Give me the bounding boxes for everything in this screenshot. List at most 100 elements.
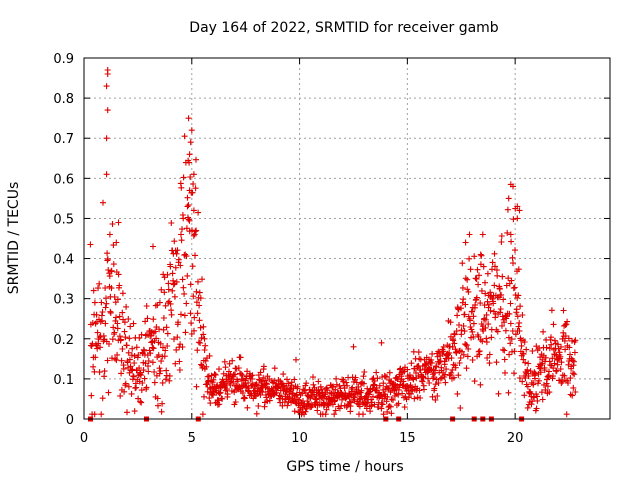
data-point xyxy=(294,383,301,390)
data-point xyxy=(330,383,337,390)
data-point xyxy=(478,287,485,294)
data-point xyxy=(476,348,483,355)
data-point xyxy=(543,344,550,351)
data-point xyxy=(150,316,157,323)
data-point xyxy=(428,360,435,367)
data-point xyxy=(344,382,351,389)
data-point xyxy=(450,374,457,381)
data-point xyxy=(497,309,504,316)
data-point xyxy=(513,306,520,313)
data-point xyxy=(378,400,385,407)
data-point xyxy=(137,370,143,377)
data-point xyxy=(100,199,106,206)
data-point xyxy=(432,396,439,403)
data-point xyxy=(195,278,201,285)
data-point xyxy=(191,314,198,321)
data-point xyxy=(464,353,471,360)
data-point xyxy=(569,392,576,399)
data-point xyxy=(548,341,555,348)
data-point xyxy=(156,365,163,372)
data-point xyxy=(125,316,132,322)
data-point xyxy=(511,284,518,291)
data-point xyxy=(515,266,522,273)
data-point xyxy=(380,411,387,418)
data-point xyxy=(239,372,246,379)
data-point xyxy=(219,395,226,402)
data-point xyxy=(185,216,192,223)
data-point xyxy=(126,356,133,363)
data-point xyxy=(273,389,280,396)
data-point xyxy=(222,364,229,371)
data-point xyxy=(563,321,570,328)
data-point xyxy=(116,313,123,320)
data-point xyxy=(384,394,391,400)
data-point xyxy=(533,405,540,412)
data-point xyxy=(546,345,553,352)
data-point xyxy=(106,341,112,347)
data-point xyxy=(504,229,511,236)
data-point xyxy=(173,346,180,353)
data-point xyxy=(395,400,402,407)
data-point xyxy=(384,408,391,415)
data-point xyxy=(501,356,508,363)
data-point xyxy=(490,300,497,307)
data-point xyxy=(216,390,223,397)
data-point xyxy=(184,272,191,279)
data-point xyxy=(171,293,178,300)
data-point xyxy=(515,292,522,299)
data-point xyxy=(174,247,181,254)
data-point xyxy=(310,374,316,381)
data-point xyxy=(462,275,469,282)
data-point xyxy=(254,382,260,389)
data-point xyxy=(560,307,567,314)
data-point xyxy=(133,384,140,391)
data-point xyxy=(187,139,194,146)
data-point xyxy=(180,174,187,181)
data-point xyxy=(473,276,480,282)
data-point xyxy=(271,365,278,372)
data-point xyxy=(122,334,129,341)
data-point xyxy=(178,231,184,238)
data-point xyxy=(452,364,459,371)
data-point xyxy=(178,237,185,244)
data-point xyxy=(216,401,223,408)
data-point xyxy=(426,380,433,386)
data-point xyxy=(544,383,551,390)
data-point xyxy=(292,399,299,406)
data-point xyxy=(186,159,193,166)
data-point xyxy=(476,272,482,279)
data-point xyxy=(199,276,205,283)
data-point xyxy=(395,391,402,398)
data-point xyxy=(506,310,513,317)
data-point xyxy=(404,366,411,373)
data-point xyxy=(97,344,104,351)
data-point xyxy=(141,375,148,382)
data-point xyxy=(503,282,510,289)
data-point xyxy=(525,360,532,367)
data-point xyxy=(151,369,158,375)
data-point xyxy=(479,338,486,345)
data-point xyxy=(197,324,204,331)
tick-labels: 0 0.1 0.2 0.3 0.4 0.5 0.6 0.7 0.8 0.9 0 5 10 15 20 xyxy=(53,52,523,446)
data-point xyxy=(170,281,177,288)
data-point xyxy=(549,355,556,362)
data-point xyxy=(570,370,576,377)
data-point xyxy=(131,360,138,366)
y-tick-label: 0.4 xyxy=(53,253,74,268)
data-point xyxy=(185,202,192,209)
data-point xyxy=(477,251,484,258)
data-point xyxy=(484,270,491,277)
data-point xyxy=(451,331,458,338)
data-point xyxy=(428,356,435,363)
data-point xyxy=(141,347,148,354)
data-point xyxy=(232,399,239,405)
data-point xyxy=(511,348,518,355)
data-point xyxy=(499,322,505,329)
y-tick-label: 0 xyxy=(66,413,74,428)
data-point xyxy=(469,357,476,363)
data-point xyxy=(130,373,137,380)
data-point xyxy=(323,406,330,413)
data-point xyxy=(517,303,524,310)
data-point xyxy=(396,384,403,391)
data-point xyxy=(379,401,386,408)
